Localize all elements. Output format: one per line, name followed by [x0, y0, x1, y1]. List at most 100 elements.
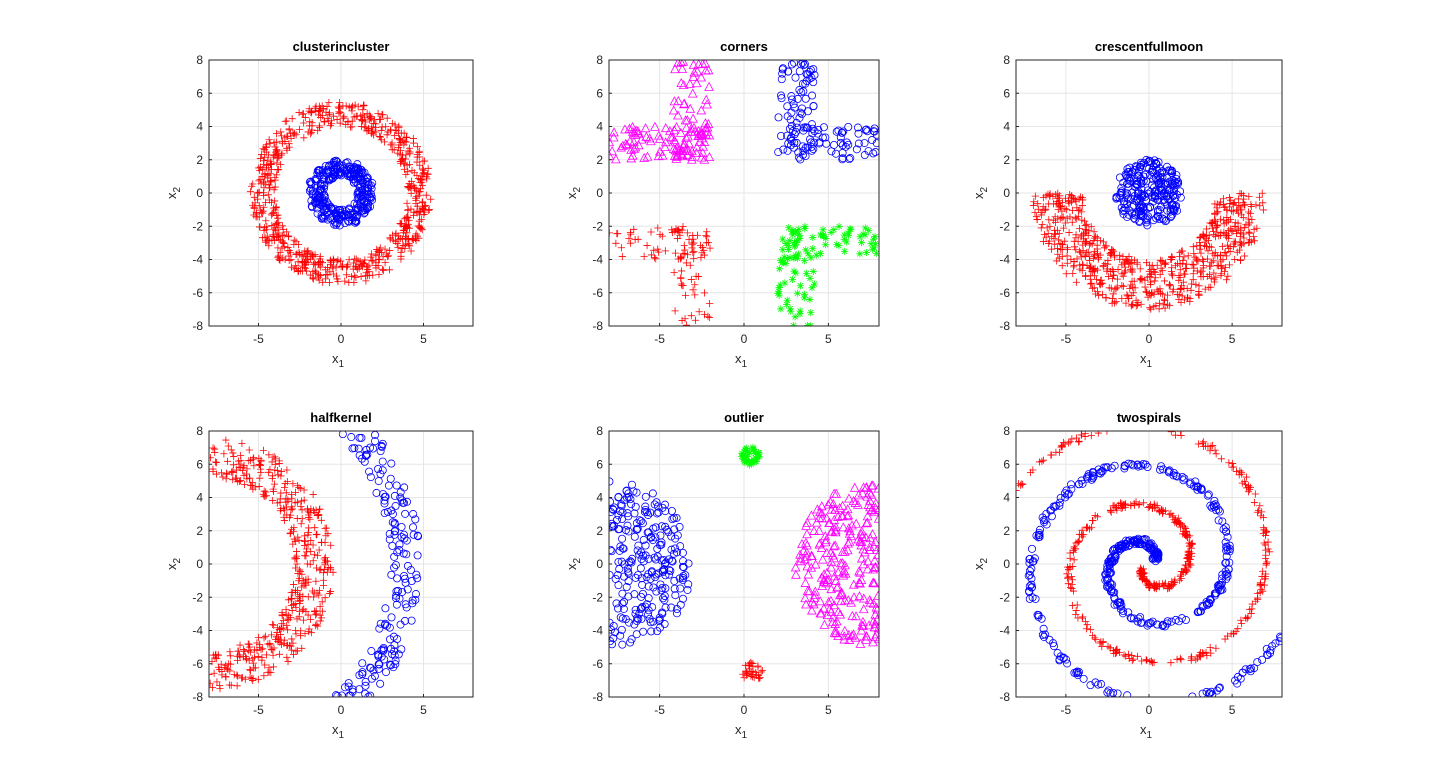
data-point [369, 666, 378, 675]
data-point [836, 587, 847, 597]
data-point [383, 250, 391, 258]
data-point [338, 431, 347, 439]
data-point [844, 123, 853, 132]
data-point [380, 655, 389, 664]
data-point [842, 138, 851, 147]
data-point [1093, 234, 1101, 242]
scatter-series-group [209, 431, 423, 697]
data-point [1097, 680, 1106, 689]
data-point [806, 295, 814, 304]
data-point [839, 634, 850, 644]
data-point [381, 604, 390, 613]
data-point [1080, 230, 1088, 238]
data-point [1122, 652, 1130, 660]
data-point [363, 173, 372, 182]
data-point [325, 278, 334, 287]
data-point [657, 150, 668, 160]
data-point [403, 213, 411, 221]
data-point [261, 169, 269, 178]
data-point [1032, 213, 1041, 221]
data-point [255, 223, 264, 231]
data-point [1133, 460, 1142, 469]
data-point [1141, 170, 1150, 179]
data-point [266, 139, 274, 148]
data-point [1043, 224, 1051, 232]
data-point [274, 471, 282, 479]
data-point [1137, 179, 1146, 188]
data-point [1078, 216, 1086, 224]
data-point [1064, 574, 1072, 582]
data-point [750, 673, 758, 682]
data-point [345, 278, 353, 286]
data-point [264, 191, 272, 199]
data-point [778, 64, 787, 73]
data-point [775, 284, 783, 292]
data-point [352, 273, 360, 281]
data-point [1056, 493, 1065, 502]
data-point [1234, 195, 1242, 203]
data-point [1125, 260, 1133, 268]
data-point [790, 562, 801, 572]
data-point [689, 67, 700, 77]
data-point [1137, 185, 1146, 194]
data-point [380, 138, 389, 146]
data-point [671, 122, 682, 132]
data-point [633, 126, 643, 136]
data-point [633, 525, 642, 534]
data-point [361, 677, 370, 686]
data-point [617, 140, 628, 150]
data-point [675, 574, 684, 583]
data-point [409, 211, 418, 219]
data-point [1097, 276, 1105, 285]
data-point [797, 538, 807, 548]
data-point [1039, 456, 1047, 464]
data-point [309, 506, 318, 514]
data-point [806, 562, 817, 572]
data-point [315, 122, 323, 130]
data-point [640, 252, 648, 260]
data-point [383, 131, 391, 139]
data-point [1105, 284, 1113, 292]
data-point [1248, 600, 1256, 608]
data-point [647, 568, 656, 577]
data-point [658, 232, 666, 240]
data-point [376, 256, 384, 264]
data-point [374, 664, 383, 673]
data-point [224, 665, 232, 674]
data-point [746, 665, 754, 673]
data-point [408, 166, 416, 174]
data-point [1221, 249, 1229, 257]
data-point [869, 507, 879, 517]
data-point [390, 146, 398, 154]
data-point [830, 540, 841, 550]
data-point [744, 670, 752, 678]
data-point [1133, 162, 1142, 171]
data-point [752, 668, 760, 677]
data-point [325, 98, 333, 107]
data-point [700, 311, 709, 319]
data-point [307, 178, 316, 187]
data-point [1193, 485, 1202, 494]
data-point [242, 656, 250, 664]
data-point [411, 595, 420, 604]
data-point [262, 238, 270, 246]
data-point [342, 263, 351, 271]
data-point [1068, 218, 1076, 226]
data-point [1100, 463, 1109, 472]
data-point [234, 478, 242, 486]
data-point [839, 127, 848, 136]
data-point [387, 506, 396, 515]
data-point [291, 599, 299, 607]
data-point [397, 645, 406, 654]
data-point [262, 143, 270, 151]
data-point [378, 439, 387, 448]
data-point [1163, 162, 1172, 171]
data-point [1147, 291, 1155, 299]
data-point [751, 449, 760, 457]
data-point [1144, 293, 1152, 301]
data-point [291, 564, 300, 572]
data-point [1133, 539, 1142, 548]
data-point [807, 597, 818, 607]
data-point [339, 102, 347, 110]
scatter-series-group [1016, 431, 1282, 697]
